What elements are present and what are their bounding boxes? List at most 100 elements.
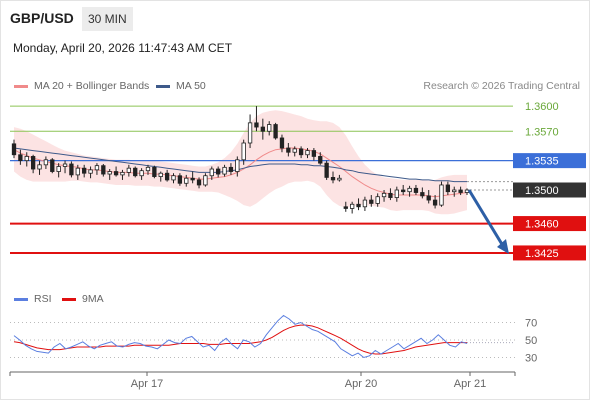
level-box	[513, 182, 586, 198]
candle	[273, 124, 278, 139]
level-label: 1.3460	[525, 219, 559, 231]
candle	[88, 169, 93, 174]
candle	[235, 159, 240, 172]
candle	[375, 196, 380, 204]
candle	[184, 177, 189, 184]
level-label: 1.3600	[525, 101, 559, 113]
legend-swatch	[14, 297, 28, 301]
projection-arrow	[467, 189, 505, 247]
candle	[260, 126, 265, 132]
candle	[426, 195, 431, 201]
candle	[362, 199, 368, 208]
candle	[203, 175, 208, 186]
candle	[62, 163, 68, 167]
candle	[113, 171, 119, 176]
candle	[196, 179, 202, 186]
candle	[164, 172, 170, 181]
candle	[311, 150, 317, 157]
candle	[458, 189, 463, 193]
candle	[432, 199, 438, 206]
candle	[120, 171, 125, 176]
legend-swatch	[62, 297, 76, 301]
level-box	[513, 216, 586, 232]
candle	[222, 166, 227, 175]
x-tick-label: Apr 20	[345, 378, 377, 390]
candle	[171, 175, 176, 181]
candle	[75, 167, 80, 176]
level-label: 1.3535	[525, 156, 559, 168]
projection-arrowhead	[497, 238, 509, 254]
candle	[24, 156, 29, 162]
candle	[37, 164, 42, 170]
rsi-tick-label: 70	[525, 318, 537, 330]
legend-label: MA 50	[176, 80, 206, 92]
candle	[267, 124, 272, 132]
level-label: 1.3500	[525, 185, 559, 197]
candle	[394, 189, 399, 198]
candle	[401, 189, 406, 193]
ma50-line	[13, 147, 467, 183]
legend-swatch	[14, 84, 28, 88]
legend-label: RSI	[34, 293, 52, 305]
legend-9ma: 9MA	[62, 293, 104, 305]
candle	[190, 177, 195, 181]
candle	[216, 168, 221, 175]
level-box	[513, 245, 586, 261]
candle	[445, 184, 451, 193]
candle	[126, 167, 131, 173]
candle	[413, 187, 419, 193]
candle	[139, 170, 144, 177]
candle	[177, 175, 183, 184]
candle	[69, 163, 74, 176]
candle	[254, 122, 259, 128]
bollinger-band	[14, 110, 467, 215]
credit: Research © 2026 Trading Central	[423, 80, 580, 92]
legend-label: 9MA	[82, 293, 104, 305]
candle	[305, 150, 310, 156]
rsi-ma9-line	[13, 324, 467, 355]
candle	[279, 137, 285, 149]
candle	[107, 171, 112, 175]
candle	[420, 192, 425, 197]
candle	[209, 168, 214, 177]
candle	[101, 165, 106, 175]
candle	[56, 166, 61, 172]
candle	[350, 203, 355, 209]
rsi-tick-label: 30	[525, 353, 537, 365]
candle	[407, 187, 412, 193]
timestamp: Monday, April 20, 2026 11:47:43 AM CET	[13, 41, 233, 55]
candle	[158, 172, 163, 177]
candle	[18, 154, 23, 162]
legend-rsi: RSI	[14, 293, 52, 305]
candle	[133, 167, 138, 177]
candle	[247, 122, 253, 144]
candle	[330, 177, 336, 181]
candle	[452, 189, 457, 193]
rsi-line	[13, 314, 468, 359]
candle	[292, 148, 297, 153]
candle	[11, 143, 17, 156]
candle	[356, 203, 361, 208]
candle	[388, 192, 393, 198]
candle	[241, 142, 246, 161]
candle	[286, 147, 291, 153]
x-tick-label: Apr 17	[131, 378, 163, 390]
candle	[381, 192, 387, 198]
candle	[94, 165, 100, 171]
candle	[43, 159, 49, 166]
level-box	[513, 153, 586, 169]
instrument-name: GBP/USD	[10, 10, 74, 26]
rsi-tick-label: 50	[525, 335, 537, 347]
top-bar: GBP/USD 30 MIN	[0, 0, 590, 36]
candle	[369, 199, 374, 204]
candle	[343, 206, 348, 209]
candle	[50, 159, 55, 172]
legend-swatch	[156, 84, 170, 88]
level-label: 1.3570	[525, 126, 559, 138]
candle	[324, 162, 329, 178]
timeframe-badge[interactable]: 30 MIN	[82, 7, 133, 31]
legend-ma20-bb: MA 20 + Bollinger Bands	[14, 80, 149, 92]
legend-ma50: MA 50	[156, 80, 206, 92]
legend-label: MA 20 + Bollinger Bands	[34, 80, 150, 92]
